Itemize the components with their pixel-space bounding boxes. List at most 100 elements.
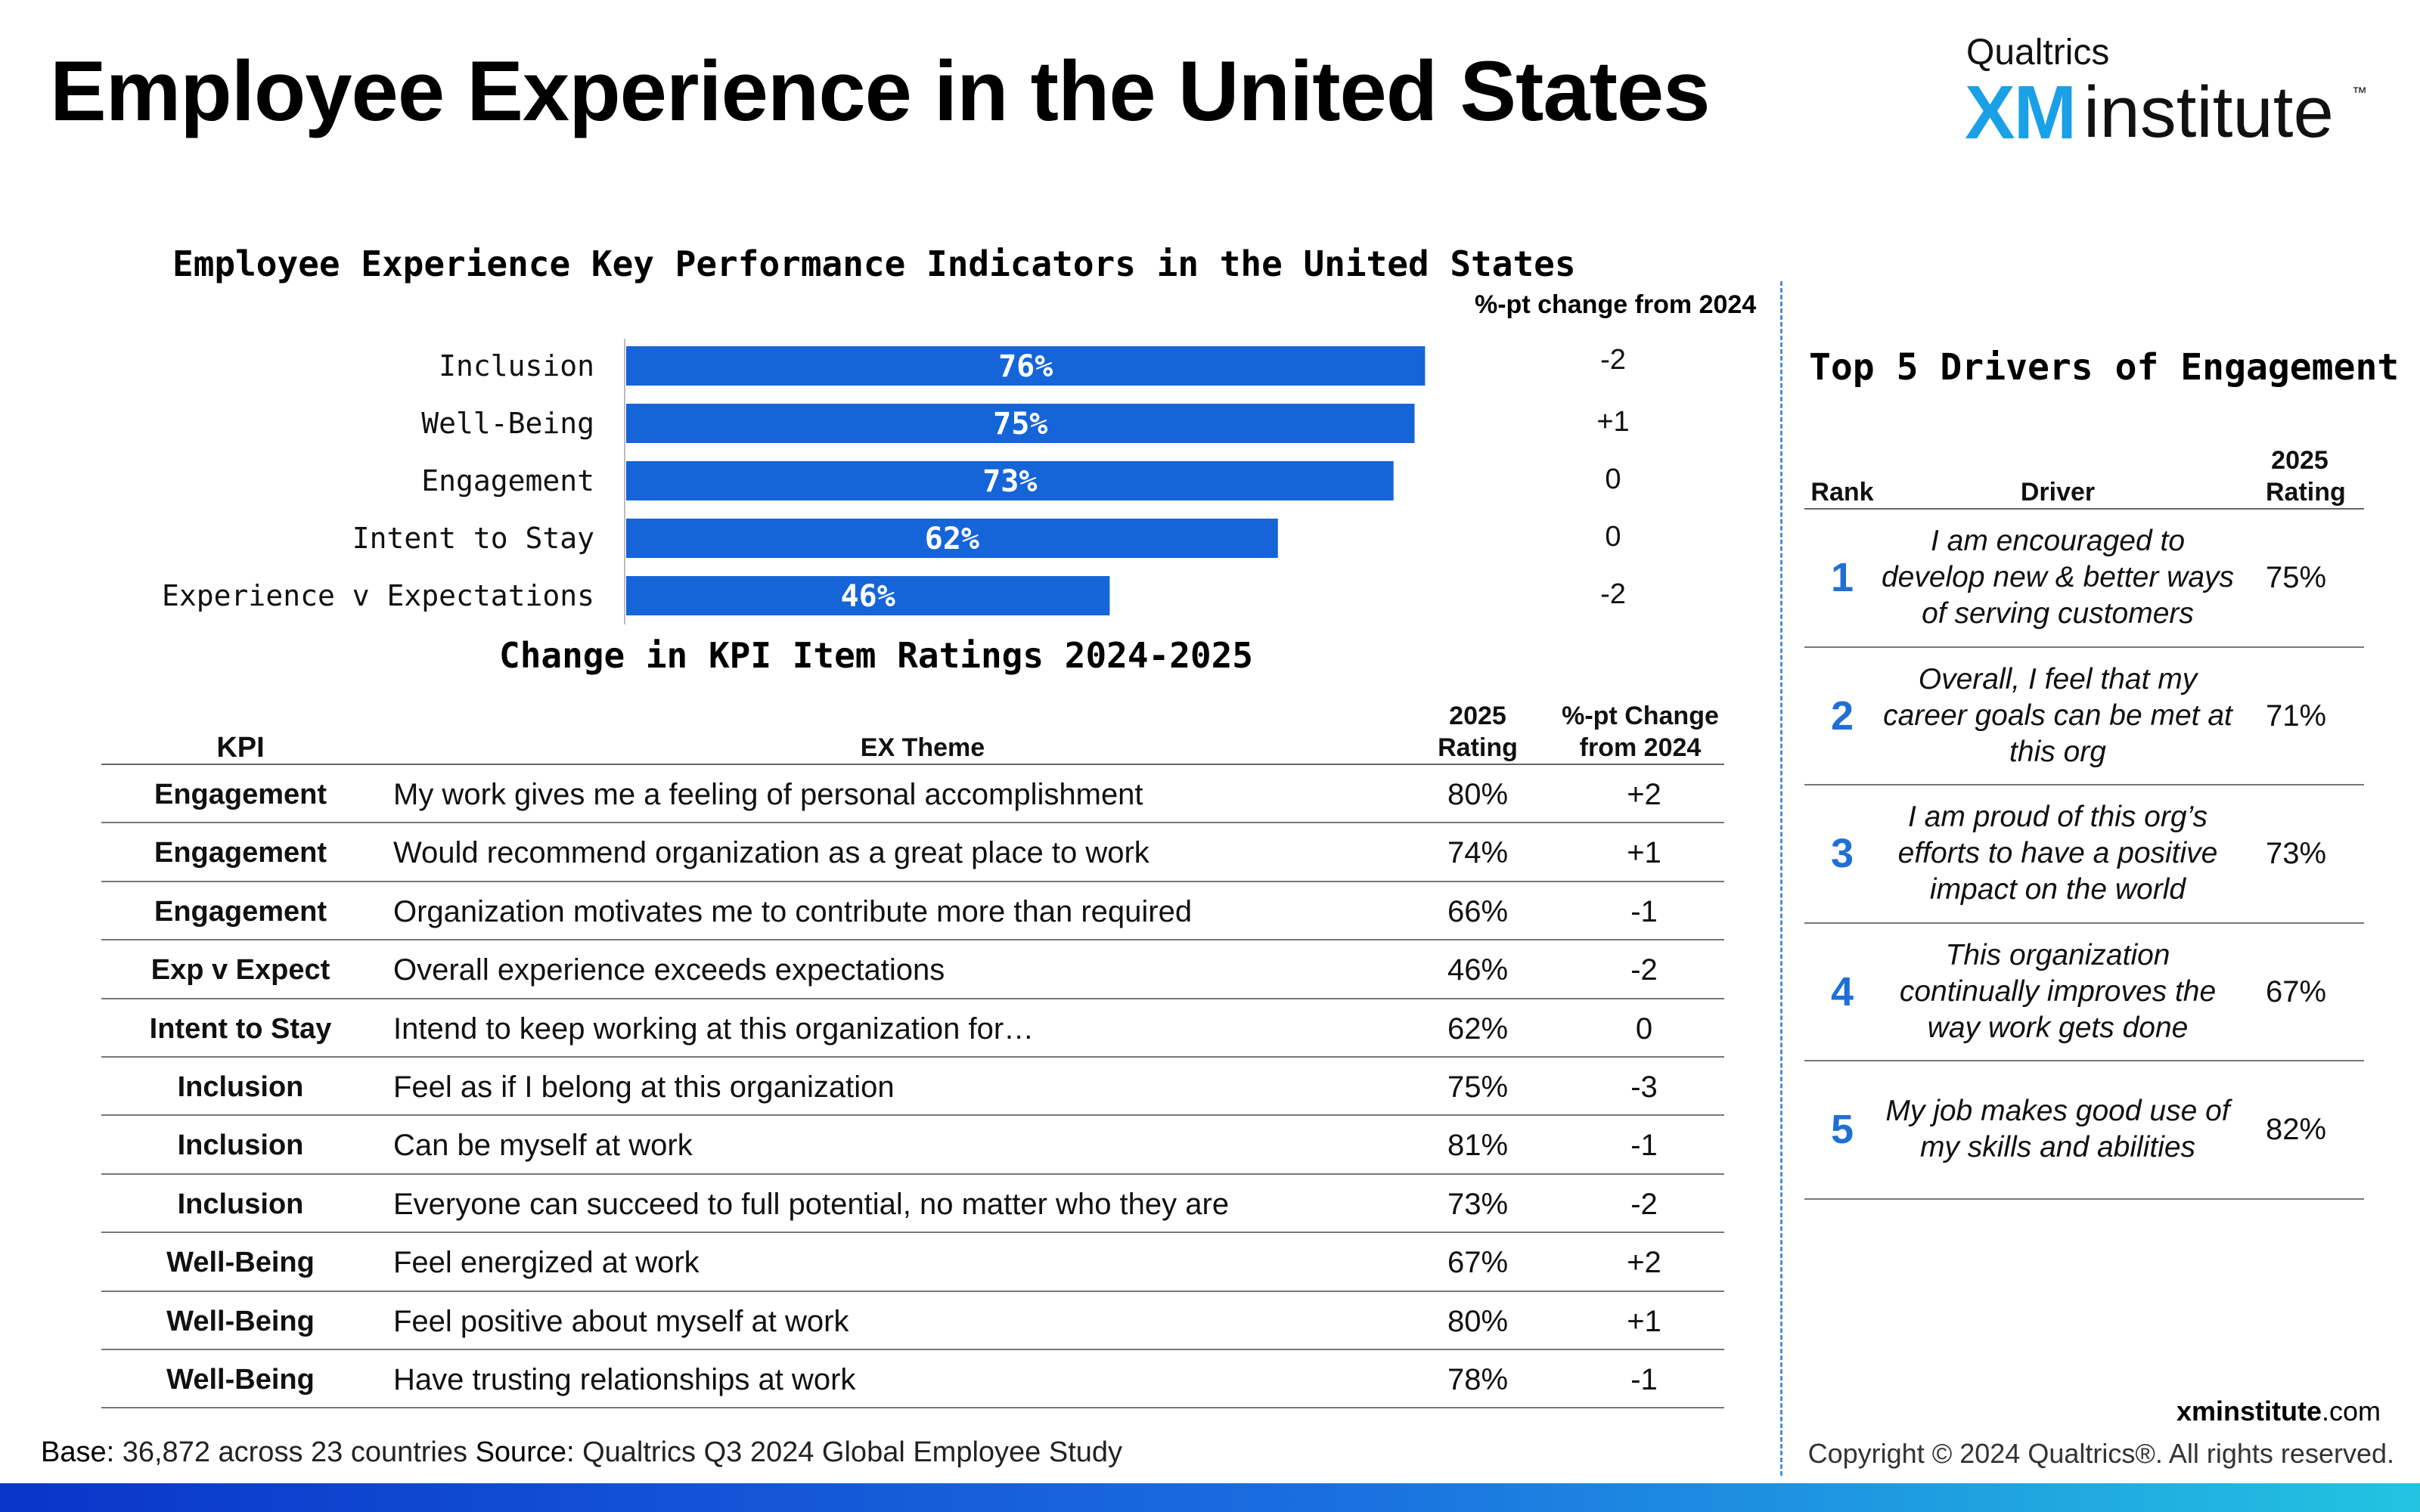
driver-text: I am encouraged to develop new & better … [1881, 525, 2235, 630]
driver-rating: 67% [2265, 974, 2327, 1009]
kpi-table-body: Engagement My work gives me a feeling of … [101, 765, 1724, 1409]
bar-value-label: 46% [841, 579, 895, 614]
kpi-cell: Inclusion [177, 1129, 304, 1162]
bar-value-label: 75% [993, 407, 1047, 442]
ex-theme-cell: Have trusting relationships at work [393, 1362, 856, 1396]
rating-cell: 80% [1447, 1304, 1509, 1338]
header-ex-theme: EX Theme [860, 733, 985, 762]
change-cell: +1 [1627, 1304, 1661, 1338]
category-label: Experience v Expectations [162, 579, 594, 612]
base-value: 36,872 across 23 countries [122, 1436, 468, 1468]
drivers-table-body: 1 I am encouraged to develop new & better… [1804, 510, 2364, 1200]
bar [626, 404, 1415, 443]
rating-cell: 74% [1447, 836, 1509, 870]
bar [626, 576, 1110, 615]
source-label: Source: [475, 1436, 575, 1468]
table-row: Well-Being Feel energized at work 67% +2 [101, 1233, 1724, 1292]
table-row: Intent to Stay Intend to keep working at … [101, 999, 1724, 1058]
change-cell: -2 [1630, 953, 1658, 987]
bar [626, 519, 1278, 558]
table-row: Inclusion Everyone can succeed to full po… [101, 1175, 1724, 1234]
ex-theme-cell: Intend to keep working at this organizat… [393, 1012, 1035, 1046]
driver-text: This organization continually improves t… [1899, 938, 2217, 1044]
driver-rank: 4 [1830, 968, 1854, 1015]
ex-theme-cell: Feel energized at work [393, 1246, 700, 1280]
site-bold: xminstitute [2176, 1396, 2322, 1427]
kpi-table-header: KPI EX Theme 2025 Rating %-pt Change fro… [101, 696, 1724, 765]
table-row: Engagement Organization motivates me to c… [101, 882, 1724, 941]
source-value: Qualtrics Q3 2024 Global Employee Study [582, 1436, 1123, 1468]
change-value-label: 0 [1605, 521, 1621, 553]
kpi-cell: Well-Being [166, 1363, 315, 1396]
rating-cell: 78% [1447, 1362, 1509, 1396]
rating-cell: 73% [1447, 1187, 1509, 1221]
logo-tm: ™ [2352, 85, 2367, 101]
header-kpi: KPI [216, 732, 265, 764]
change-cell: +1 [1627, 836, 1661, 870]
bottom-gradient-bar [0, 1483, 2420, 1512]
page-title: Employee Experience in the United States [50, 44, 1710, 138]
change-cell: -1 [1630, 1129, 1658, 1163]
change-cell: -1 [1630, 894, 1658, 928]
table-row: Well-Being Feel positive about myself at … [101, 1292, 1724, 1350]
driver-rank: 5 [1830, 1107, 1854, 1153]
drivers-table-header: Rank Driver 2025 Rating [1804, 445, 2364, 510]
change-cell: -3 [1630, 1070, 1658, 1104]
kpi-cell: Well-Being [166, 1305, 315, 1337]
kpi-cell: Inclusion [177, 1070, 304, 1103]
logo-institute-text: institute [2083, 72, 2334, 153]
category-label: Well-Being [421, 407, 594, 440]
table-row: Engagement Would recommend organization a… [101, 823, 1724, 882]
header-2025-rating: 2025 Rating [1438, 702, 1518, 762]
driver-row: 3 I am proud of this org’s efforts to hav… [1804, 785, 2364, 924]
rating-cell: 80% [1447, 778, 1509, 811]
bar [626, 346, 1426, 386]
bar-value-label: 76% [998, 349, 1053, 384]
kpi-cell: Intent to Stay [149, 1012, 332, 1045]
driver-rating: 73% [2265, 837, 2327, 871]
driver-text: My job makes good use of my skills and a… [1885, 1095, 2230, 1164]
ex-theme-cell: Can be myself at work [393, 1129, 693, 1163]
bar-value-label: 62% [925, 522, 979, 556]
section-divider [1780, 281, 1782, 1476]
site-rest: .com [2321, 1396, 2381, 1427]
category-label: Inclusion [439, 349, 594, 383]
driver-rating: 82% [2265, 1113, 2327, 1147]
change-cell: 0 [1635, 1012, 1653, 1046]
driver-rating: 71% [2265, 699, 2327, 733]
driver-text: Overall, I feel that my career goals can… [1883, 662, 2232, 768]
kpi-cell: Inclusion [177, 1188, 304, 1220]
ex-theme-cell: Feel as if I belong at this organization [393, 1070, 895, 1104]
rating-cell: 46% [1447, 953, 1509, 987]
copyright: Copyright © 2024 Qualtrics®. All rights … [1807, 1438, 2394, 1469]
bar-value-label: 73% [982, 464, 1037, 499]
drivers-title: Top 5 Drivers of Engagement [1809, 346, 2400, 389]
kpi-cell: Engagement [154, 837, 327, 869]
logo-xm-text: XM [1965, 70, 2077, 155]
table-row: Engagement My work gives me a feeling of … [101, 765, 1724, 824]
ex-theme-cell: Feel positive about myself at work [393, 1304, 849, 1338]
site-link[interactable]: xminstitute.com [2176, 1396, 2381, 1427]
change-cell: -1 [1630, 1362, 1658, 1396]
rating-cell: 62% [1447, 1012, 1509, 1046]
base-label: Base: [41, 1436, 115, 1468]
rating-cell: 67% [1447, 1246, 1509, 1280]
driver-row: 1 I am encouraged to develop new & better… [1804, 510, 2364, 648]
header-driver-rating: 2025 Rating [2266, 446, 2346, 507]
ex-theme-cell: Everyone can succeed to full potential, … [393, 1187, 1230, 1221]
bar [626, 461, 1394, 500]
driver-row: 5 My job makes good use of my skills and … [1804, 1061, 2364, 1200]
change-cell: +2 [1627, 778, 1661, 811]
change-value-label: +1 [1596, 406, 1629, 438]
driver-rank: 1 [1830, 555, 1854, 600]
kpi-cell: Exp v Expect [150, 954, 330, 987]
rating-cell: 81% [1447, 1129, 1509, 1163]
driver-rank: 3 [1830, 831, 1854, 877]
category-label: Engagement [421, 464, 594, 497]
driver-rating: 75% [2265, 561, 2327, 594]
driver-row: 2 Overall, I feel that my career goals ca… [1804, 648, 2364, 786]
rating-cell: 66% [1447, 894, 1509, 928]
ex-theme-cell: Overall experience exceeds expectations [393, 953, 945, 987]
header-driver: Driver [2020, 478, 2096, 507]
kpi-cell: Well-Being [166, 1247, 315, 1279]
